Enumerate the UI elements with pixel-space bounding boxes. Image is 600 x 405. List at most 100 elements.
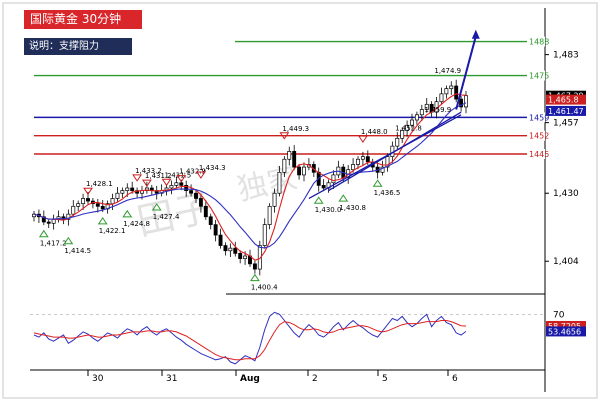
price-annotation: 1,474.9 (434, 67, 461, 75)
candle-body (198, 198, 203, 207)
candle-body (252, 263, 257, 270)
time-tick-label: 5 (382, 374, 388, 384)
osc-fast-line (33, 311, 467, 365)
candle-body (419, 109, 424, 116)
candle-body (282, 158, 287, 173)
price-annotation: 1,430.8 (339, 204, 366, 212)
candle-body (360, 156, 365, 160)
candle-body (262, 224, 267, 246)
resistance-marker (357, 135, 368, 144)
projection-arrow-line (455, 36, 477, 110)
price-tick-label: 1,430 (553, 189, 579, 199)
time-tick-label: Aug (240, 374, 260, 384)
osc-value-tag (546, 326, 586, 337)
oscillator-panel: 7058.720553.4656 (30, 310, 586, 365)
osc-slow-line (33, 320, 467, 361)
price-annotation: 1,431.2 (145, 172, 172, 180)
price-annotation: 1,428.1 (86, 180, 113, 188)
level-label-bg (527, 36, 545, 47)
candle-body (444, 88, 449, 95)
candle-body (179, 182, 184, 186)
candle-body (218, 234, 223, 246)
candle-body (81, 198, 86, 205)
candle-body (395, 137, 400, 147)
candle-body (86, 198, 90, 202)
candle-body (100, 205, 105, 210)
time-tick-label: 2 (312, 374, 318, 384)
candle-body (233, 247, 238, 254)
support-marker (38, 229, 49, 238)
price-tick-label: 1,457 (553, 119, 579, 129)
candle-body (203, 205, 208, 218)
support-marker (338, 194, 349, 202)
resistance-marker (279, 132, 290, 140)
level-label-bg (527, 112, 545, 123)
chart-note: 说明：支撑阻力 (24, 38, 132, 55)
candle-body (414, 114, 419, 121)
level-label: 1445 (529, 150, 549, 159)
time-tick-label: 30 (92, 374, 104, 384)
candle-body (238, 253, 243, 259)
trend-line (328, 111, 462, 192)
candle-body (424, 103, 429, 110)
resistance-marker (141, 179, 152, 187)
projection-arrow-head (471, 29, 480, 39)
level-label: 1488 (529, 38, 549, 47)
support-marker (97, 216, 108, 225)
resistance-marker (176, 175, 187, 183)
price-annotation: 1,434.3 (199, 164, 226, 172)
candle-body (331, 174, 336, 184)
candle-body (356, 158, 360, 165)
candle-body (120, 190, 125, 194)
candle-body (400, 130, 405, 139)
resistance-marker (161, 178, 172, 187)
candle-body (32, 213, 36, 218)
candle-body (464, 95, 468, 108)
candle-body (213, 224, 218, 236)
candle-body (46, 221, 51, 224)
chart-title: 国际黄金 30分钟 (24, 10, 142, 29)
ma-slow-line (33, 102, 467, 249)
candle-body (257, 245, 262, 270)
candle-body (449, 85, 454, 89)
price-annotation: 1,414.5 (64, 247, 91, 255)
candle-body (110, 198, 115, 205)
support-marker (151, 203, 162, 211)
level-label-bg (527, 130, 545, 141)
price-tag (546, 105, 586, 116)
candle-body (208, 216, 213, 225)
candle-body (194, 192, 198, 199)
support-marker (249, 273, 260, 282)
price-annotation: 1,433.2 (135, 167, 162, 175)
price-annotation: 1,432.9 (179, 168, 206, 176)
candle-body (405, 124, 410, 131)
candle-body (51, 219, 56, 224)
support-marker (372, 179, 383, 187)
price-annotation: 1,452.8 (395, 125, 422, 133)
candle-body (95, 203, 100, 207)
support-marker (122, 209, 133, 218)
price-tag (546, 94, 586, 105)
candle-body (243, 255, 248, 259)
candle-body (189, 190, 194, 194)
level-label-bg (527, 149, 545, 159)
candle-body (115, 192, 120, 199)
time-tick-label: 31 (166, 374, 177, 384)
price-annotation: 1,400.4 (251, 284, 278, 292)
candle-body (459, 98, 464, 108)
price-annotation: 1,459.9 (425, 106, 452, 114)
osc-value-tag (546, 320, 586, 331)
resistance-marker (132, 174, 143, 182)
candle-body (66, 213, 71, 220)
candle-body (169, 185, 174, 189)
price-tag-label: 1,461.47 (548, 107, 584, 116)
candle-body (439, 93, 444, 103)
candle-body (385, 156, 390, 168)
candle-body (228, 247, 233, 252)
candle-body (71, 205, 76, 215)
price-annotation: 1,427.4 (153, 213, 180, 221)
price-annotation: 1,430.0 (315, 206, 342, 214)
candle-body (125, 187, 130, 191)
